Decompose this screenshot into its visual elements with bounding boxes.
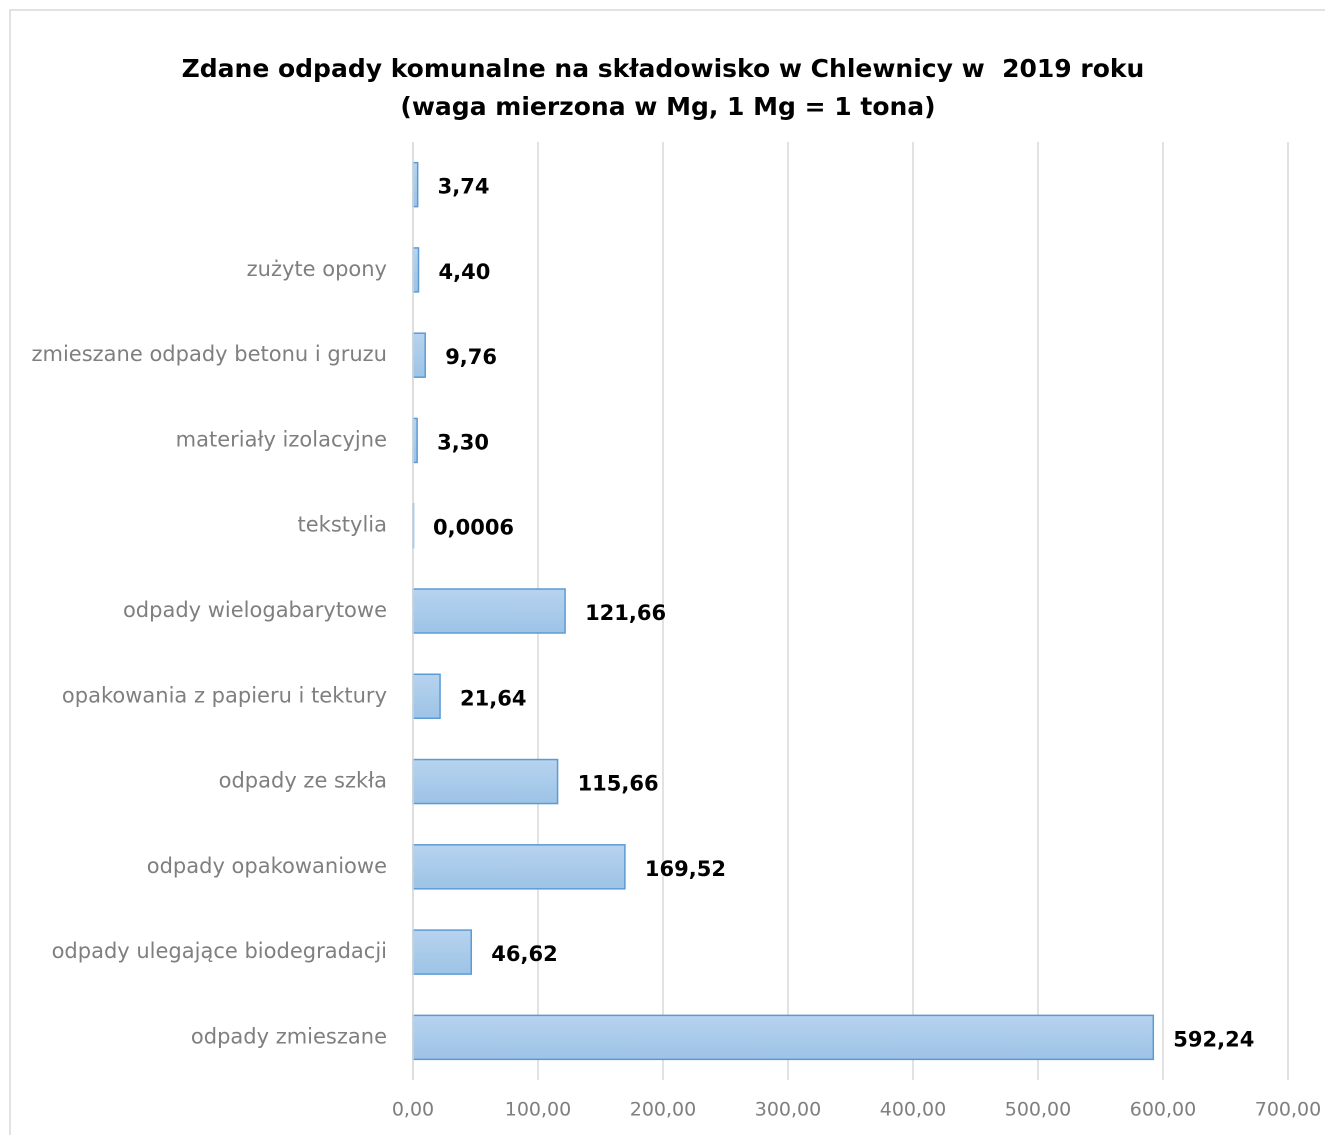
data-label: 169,52: [645, 857, 726, 881]
y-tick-label: odpady zmieszane: [191, 1024, 387, 1048]
bar: [412, 1014, 1155, 1061]
bar: [412, 758, 559, 805]
chart-subtitle: (waga mierzona w Mg, 1 Mg = 1 tona): [400, 92, 935, 121]
data-label: 4,40: [439, 260, 491, 284]
bar: [412, 929, 473, 975]
y-tick-label: tekstylia: [298, 513, 387, 537]
x-tick-label: 600,00: [1130, 1099, 1196, 1121]
x-tick-label: 400,00: [880, 1099, 946, 1121]
y-tick-label: odpady wielogabarytowe: [123, 598, 387, 622]
data-label: 592,24: [1173, 1027, 1254, 1051]
y-tick-label: odpady ulegające biodegradacji: [52, 939, 387, 963]
chart-title: Zdane odpady komunalne na składowisko w …: [182, 54, 1145, 83]
x-tick-label: 100,00: [505, 1099, 571, 1121]
x-tick-label: 500,00: [1005, 1099, 1071, 1121]
data-label: 9,76: [445, 345, 497, 369]
chart-frame: [9, 9, 1325, 1135]
bar: [412, 588, 566, 634]
x-tick-label: 0,00: [392, 1099, 434, 1121]
data-label: 21,64: [460, 686, 526, 710]
x-tick-label: 700,00: [1255, 1099, 1321, 1121]
y-tick-label: opakowania z papieru i tektury: [62, 683, 387, 707]
y-tick-label: odpady ze szkła: [219, 769, 387, 793]
bar: [412, 844, 626, 890]
y-tick-label: materiały izolacyjne: [176, 427, 387, 451]
y-tick-label: odpady opakowaniowe: [147, 854, 387, 878]
y-tick-label: zmieszane odpady betonu i gruzu: [31, 342, 387, 366]
y-tick-label: zużyte opony: [247, 257, 387, 281]
x-tick-label: 300,00: [755, 1099, 821, 1121]
data-label: 3,74: [438, 175, 490, 199]
data-label: 46,62: [491, 942, 557, 966]
bar: [412, 332, 426, 378]
data-label: 115,66: [578, 772, 659, 796]
data-label: 121,66: [585, 601, 666, 625]
x-tick-label: 200,00: [630, 1099, 696, 1121]
bar: [412, 247, 420, 293]
data-label: 3,30: [437, 430, 489, 454]
bar: [412, 673, 441, 720]
data-label: 0,0006: [433, 516, 514, 540]
